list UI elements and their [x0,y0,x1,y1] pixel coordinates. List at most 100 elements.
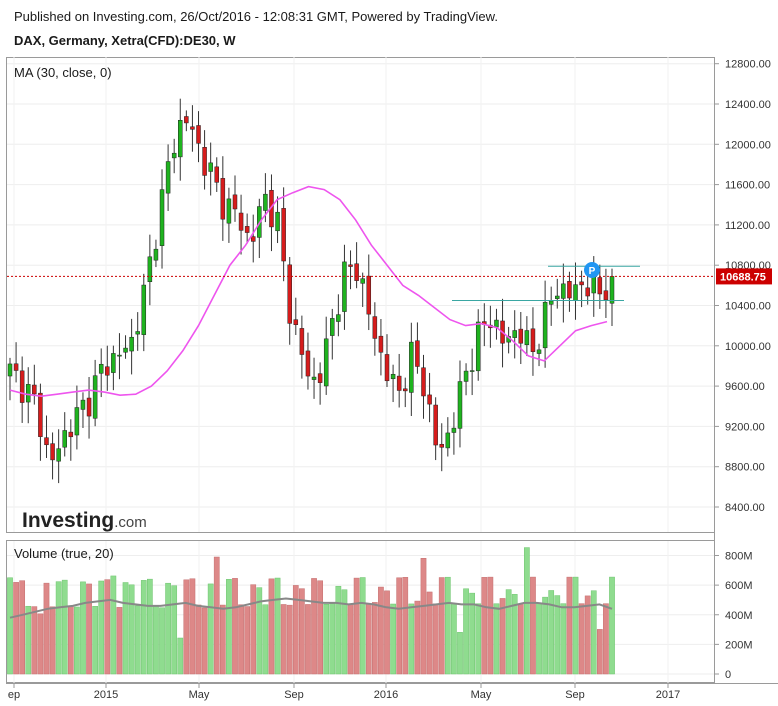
candle-down [530,328,536,352]
candle-up [469,370,475,372]
candle-up [360,278,365,284]
candle-up [445,432,451,449]
candle-down [220,178,226,220]
volume-bar [371,602,378,675]
volume-bar [341,589,348,675]
time-axis-labels: ep 2015 May Sep 2016 May Sep 2017 [8,683,680,701]
candle-down [244,226,250,233]
candle-down [585,287,590,297]
price-tick-label: 8400.00 [725,502,765,514]
volume-bar [323,604,330,675]
volume-bars [7,547,615,675]
volume-bar [524,547,530,675]
candle-down [439,444,444,448]
volume-bar [475,603,482,675]
candle-down [579,281,584,286]
candle-down [68,431,74,438]
candle-up [463,370,469,382]
candle-up [7,363,13,377]
candle-up [561,283,566,299]
candle-up [208,162,213,172]
volume-bar [481,577,488,675]
candle-down [32,384,37,395]
marker-icon[interactable] [584,262,600,278]
volume-bar [37,613,44,675]
time-tick-label: 2017 [656,689,680,701]
volume-indicator-label[interactable]: Volume (true, 20) [14,546,114,561]
volume-bar [487,576,494,675]
candle-up [548,300,554,305]
marker-label: P [589,266,596,277]
volume-bar [420,558,427,675]
volume-bar [147,578,153,675]
volume-bar [493,603,500,675]
candle-up [98,363,104,374]
volume-bar [578,603,585,675]
candle-down [105,366,110,376]
candle-down [299,328,305,355]
time-tick-label: Sep [565,689,585,701]
volume-bar [183,579,190,675]
volume-bar [511,594,518,675]
candle-up [141,284,147,335]
price-candles [7,98,615,484]
candle-down [384,354,390,382]
time-tick-label: 2015 [94,689,118,701]
volume-bar [505,589,512,675]
volume-bar [530,576,536,675]
candle-down [518,328,524,344]
volume-bar [384,590,390,675]
volume-bar [256,587,263,675]
volume-bar [603,603,609,675]
volume-tick-label: 400M [725,610,753,622]
candle-down [317,373,323,383]
volume-bar [396,577,403,675]
volume-bar [584,595,591,675]
candle-up [123,347,128,353]
candle-down [366,275,372,315]
price-tick-label: 12800.00 [725,59,771,71]
volume-tick-label: 0 [725,669,731,681]
price-tick-label: 11200.00 [725,220,770,232]
volume-bar [299,588,305,675]
candle-up [135,331,140,335]
volume-bar [517,603,524,675]
volume-bar [499,598,506,675]
volume-bar [414,600,421,675]
volume-bar [463,588,469,675]
candle-up [336,314,341,322]
volume-bar [67,605,74,675]
volume-bar [219,604,226,675]
candle-up [573,284,578,301]
ma-indicator-label[interactable]: MA (30, close, 0) [14,65,112,80]
volume-bar [244,606,251,675]
volume-tick-label: 800M [725,551,753,563]
candle-down [427,394,432,405]
candle-down [86,397,92,417]
candle-up [457,381,463,429]
candle-down [184,116,189,124]
ma-30-line [9,185,608,398]
volume-bar [92,606,98,675]
candle-up [117,354,122,357]
volume-bar [378,586,384,675]
price-pane[interactable] [6,57,715,533]
candle-down [287,264,292,324]
volume-bar [402,577,409,675]
volume-bar [317,580,323,675]
volume-bar [305,604,311,675]
volume-bar [329,603,336,675]
candle-up [226,198,232,224]
candle-up [171,152,177,159]
volume-bar [554,595,561,675]
candle-up [165,161,171,194]
volume-bar [7,577,13,675]
volume-bar [359,577,366,675]
candle-down [421,367,426,397]
investing-watermark: Investing.com [22,509,147,532]
volume-bar [596,629,603,675]
volume-bar [438,577,445,675]
volume-bar [13,582,19,675]
candle-up [153,248,159,261]
